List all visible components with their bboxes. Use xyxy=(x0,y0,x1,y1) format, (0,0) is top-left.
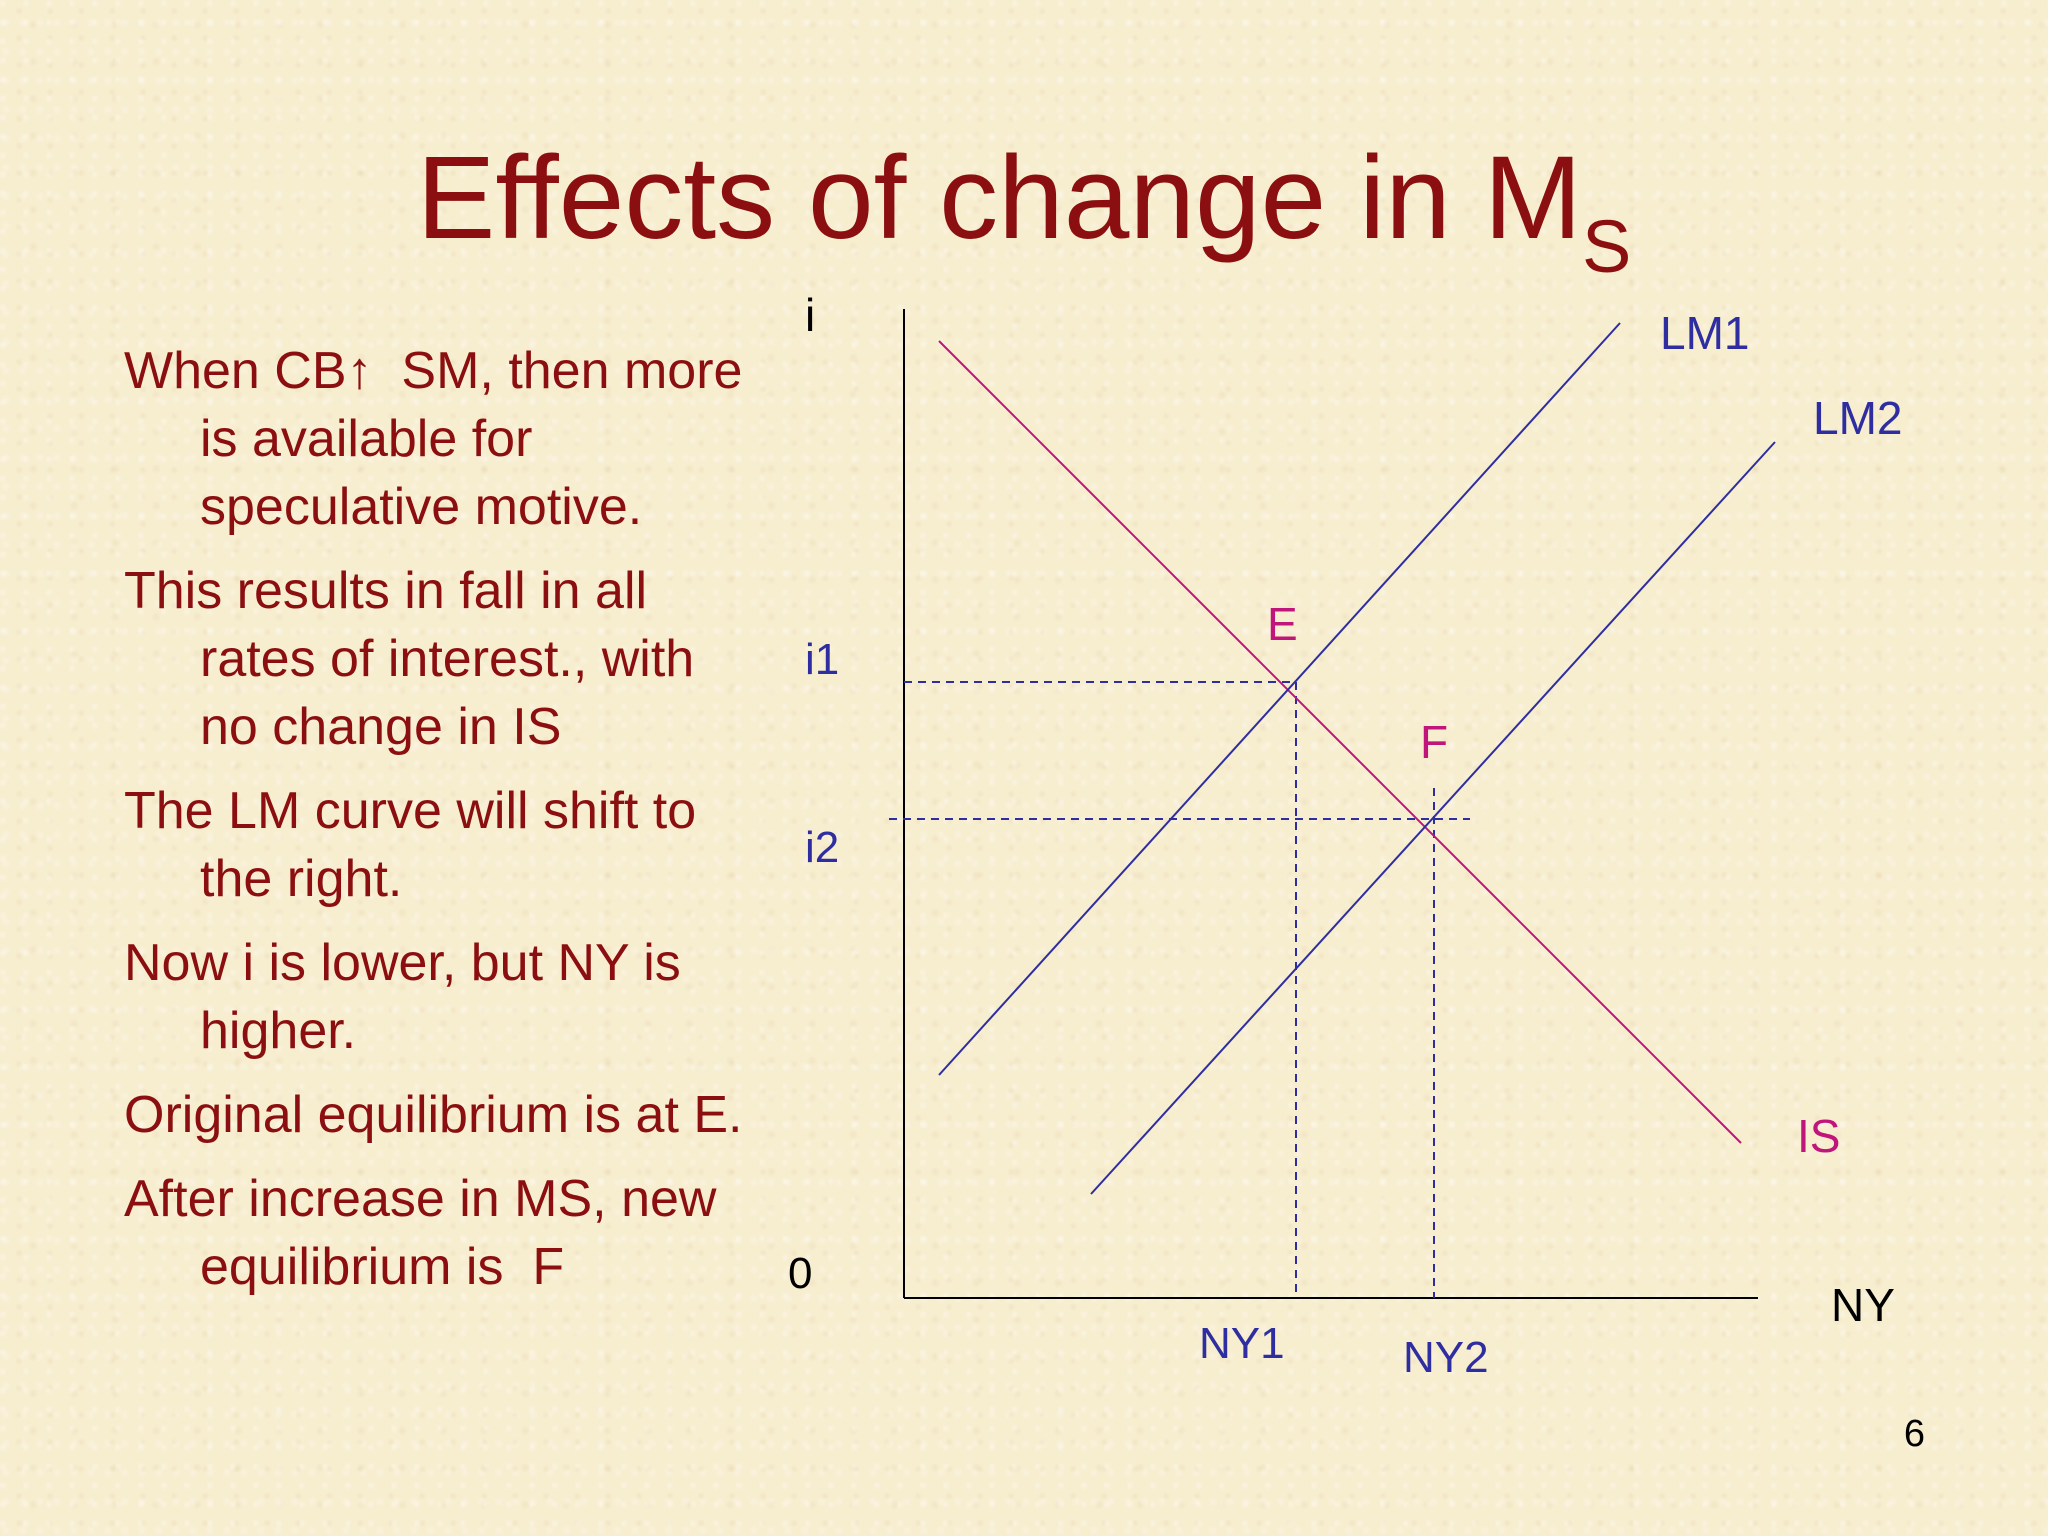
bullet-text: This results in fall in all rates of int… xyxy=(124,562,709,756)
origin-label: 0 xyxy=(788,1249,812,1298)
is-curve xyxy=(938,340,1742,1144)
lm1-label: LM1 xyxy=(1660,307,1749,359)
bullet-text: After increase in MS, new equilibrium is… xyxy=(124,1170,731,1296)
lm1-curve xyxy=(938,322,1621,1076)
lm2-label: LM2 xyxy=(1813,392,1902,444)
point-f-label: F xyxy=(1420,716,1448,768)
bullet-item: This results in fall in all rates of int… xyxy=(124,557,764,761)
slide-title: Effects of change in MS xyxy=(0,128,2048,288)
point-e-label: E xyxy=(1267,598,1298,650)
lm2-curve xyxy=(1090,441,1776,1195)
bullet-item: Now i is lower, but NY is higher. xyxy=(124,929,764,1065)
slide-title-text: Effects of change in M xyxy=(416,132,1582,264)
bullet-item: The LM curve will shift to the right. xyxy=(124,777,764,913)
bullet-text: Now i is lower, but NY is higher. xyxy=(124,934,696,1060)
x-axis-label: NY xyxy=(1831,1279,1895,1331)
ny2-label: NY2 xyxy=(1403,1333,1489,1382)
i2-label: i2 xyxy=(805,823,839,872)
slide-title-subscript: S xyxy=(1582,205,1632,288)
bullet-item: After increase in MS, new equilibrium is… xyxy=(124,1165,764,1301)
bullet-text: The LM curve will shift to the right. xyxy=(124,782,711,908)
page-number: 6 xyxy=(1903,1413,1925,1455)
bullet-list: When CB↑ SM, then more is available for … xyxy=(124,337,764,1317)
bullet-text: Original equilibrium is at E. xyxy=(124,1086,743,1144)
is-label: IS xyxy=(1797,1110,1840,1162)
i1-label: i1 xyxy=(805,635,839,684)
bullet-item: When CB↑ SM, then more is available for … xyxy=(124,337,764,541)
bullet-item: Original equilibrium is at E. xyxy=(124,1081,764,1149)
bullet-text: When CB↑ SM, then more is available for … xyxy=(124,342,757,536)
ny1-label: NY1 xyxy=(1199,1319,1285,1368)
y-axis-label: i xyxy=(805,289,815,341)
